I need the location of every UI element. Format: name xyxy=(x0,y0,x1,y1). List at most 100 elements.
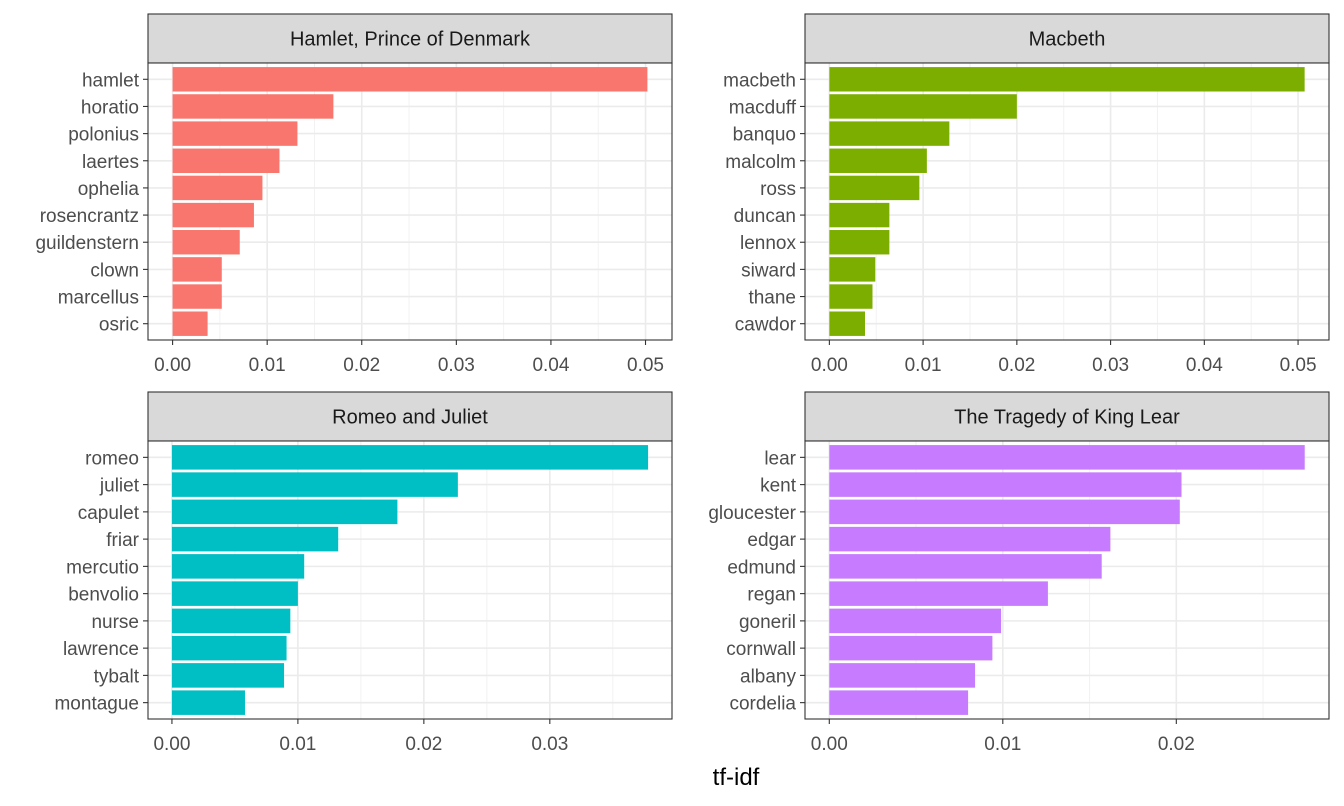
y-tick-label-malcolm: malcolm xyxy=(725,152,796,173)
y-tick-label-kent: kent xyxy=(760,476,797,497)
bar-lear xyxy=(829,445,1305,470)
bar-polonius xyxy=(172,121,298,146)
y-tick-label-juliet: juliet xyxy=(99,476,140,497)
y-tick-label-duncan: duncan xyxy=(734,206,796,227)
y-tick-label-mercutio: mercutio xyxy=(66,557,139,578)
y-tick-label-clown: clown xyxy=(90,260,139,281)
bar-capulet xyxy=(171,499,398,525)
x-tick-label: 0.00 xyxy=(154,355,191,376)
bar-albany xyxy=(829,663,976,688)
bar-clown xyxy=(172,257,222,282)
y-tick-label-edmund: edmund xyxy=(727,557,796,578)
y-tick-label-cordelia: cordelia xyxy=(729,694,796,715)
bar-macduff xyxy=(829,94,1017,119)
y-tick-label-marcellus: marcellus xyxy=(58,288,139,309)
bar-gloucester xyxy=(829,499,1180,525)
x-tick-label: 0.03 xyxy=(1092,355,1129,376)
x-tick-label: 0.01 xyxy=(279,734,316,755)
y-tick-label-thane: thane xyxy=(748,288,796,309)
bar-horatio xyxy=(172,94,334,119)
x-tick-label: 0.03 xyxy=(438,355,475,376)
y-tick-label-ophelia: ophelia xyxy=(78,179,140,200)
facet-strip xyxy=(147,13,673,64)
bar-rosencrantz xyxy=(172,202,254,228)
y-tick-label-ross: ross xyxy=(760,179,796,200)
facet-strip xyxy=(804,391,1330,442)
bar-montague xyxy=(171,690,245,715)
x-tick-label: 0.05 xyxy=(627,355,664,376)
facet-title: Macbeth xyxy=(1029,29,1106,51)
y-tick-label-cawdor: cawdor xyxy=(735,315,797,336)
y-tick-label-romeo: romeo xyxy=(85,448,139,469)
y-tick-label-benvolio: benvolio xyxy=(68,585,139,606)
y-tick-label-lennox: lennox xyxy=(740,233,796,254)
bar-romeo xyxy=(171,445,649,470)
bar-cordelia xyxy=(829,690,969,715)
y-tick-label-montague: montague xyxy=(54,694,139,715)
bar-thane xyxy=(829,284,873,309)
x-tick-label: 0.01 xyxy=(249,355,286,376)
panel-border xyxy=(804,440,1330,720)
bar-macbeth xyxy=(829,67,1305,92)
y-tick-label-macbeth: macbeth xyxy=(723,70,796,91)
bar-osric xyxy=(172,311,208,336)
bar-duncan xyxy=(829,202,890,228)
bar-malcolm xyxy=(829,148,927,173)
bar-tybalt xyxy=(171,663,285,688)
bar-kent xyxy=(829,472,1182,497)
x-tick-label: 0.00 xyxy=(153,734,190,755)
bar-lennox xyxy=(829,230,890,255)
x-tick-label: 0.04 xyxy=(532,355,569,376)
bar-marcellus xyxy=(172,284,222,309)
y-tick-label-banquo: banquo xyxy=(733,125,796,146)
x-tick-label: 0.00 xyxy=(811,734,848,755)
bar-nurse xyxy=(171,608,291,634)
x-tick-label: 0.02 xyxy=(343,355,380,376)
bar-cornwall xyxy=(829,635,993,661)
y-tick-label-osric: osric xyxy=(99,315,139,336)
bar-ross xyxy=(829,175,920,201)
y-tick-label-albany: albany xyxy=(740,666,796,687)
bar-friar xyxy=(171,526,339,552)
facet-title: Hamlet, Prince of Denmark xyxy=(290,29,531,51)
y-tick-label-laertes: laertes xyxy=(82,152,139,173)
bar-laertes xyxy=(172,148,280,173)
y-tick-label-gloucester: gloucester xyxy=(708,503,796,524)
x-tick-label: 0.03 xyxy=(531,734,568,755)
x-tick-label: 0.01 xyxy=(984,734,1021,755)
bar-edmund xyxy=(829,554,1102,579)
y-tick-label-macduff: macduff xyxy=(729,97,797,118)
y-tick-label-guildenstern: guildenstern xyxy=(35,233,139,254)
x-tick-label: 0.05 xyxy=(1280,355,1317,376)
y-tick-label-goneril: goneril xyxy=(739,612,796,633)
x-tick-label: 0.04 xyxy=(1186,355,1223,376)
panel-border xyxy=(147,62,673,341)
y-tick-label-horatio: horatio xyxy=(81,97,139,118)
bar-goneril xyxy=(829,608,1002,634)
y-tick-label-rosencrantz: rosencrantz xyxy=(40,206,139,227)
bar-cawdor xyxy=(829,311,865,336)
panel-border xyxy=(804,62,1330,341)
x-tick-label: 0.00 xyxy=(811,355,848,376)
bar-ophelia xyxy=(172,175,263,201)
y-tick-label-hamlet: hamlet xyxy=(82,70,140,91)
y-tick-label-friar: friar xyxy=(106,530,139,551)
y-tick-label-tybalt: tybalt xyxy=(94,666,140,687)
bar-mercutio xyxy=(171,554,305,579)
bar-lawrence xyxy=(171,635,287,661)
facet-title: The Tragedy of King Lear xyxy=(954,407,1180,429)
y-tick-label-cornwall: cornwall xyxy=(726,639,796,660)
bar-siward xyxy=(829,257,876,282)
facet-strip xyxy=(147,391,673,442)
y-tick-label-nurse: nurse xyxy=(91,612,139,633)
y-tick-label-lawrence: lawrence xyxy=(63,639,139,660)
y-tick-label-lear: lear xyxy=(764,448,796,469)
x-axis-title: tf-idf xyxy=(713,764,760,791)
y-tick-label-polonius: polonius xyxy=(68,125,139,146)
panel-border xyxy=(147,440,673,720)
facet-strip xyxy=(804,13,1330,64)
bar-regan xyxy=(829,581,1048,606)
bar-guildenstern xyxy=(172,230,240,255)
x-tick-label: 0.01 xyxy=(905,355,942,376)
facet-title: Romeo and Juliet xyxy=(332,407,488,429)
